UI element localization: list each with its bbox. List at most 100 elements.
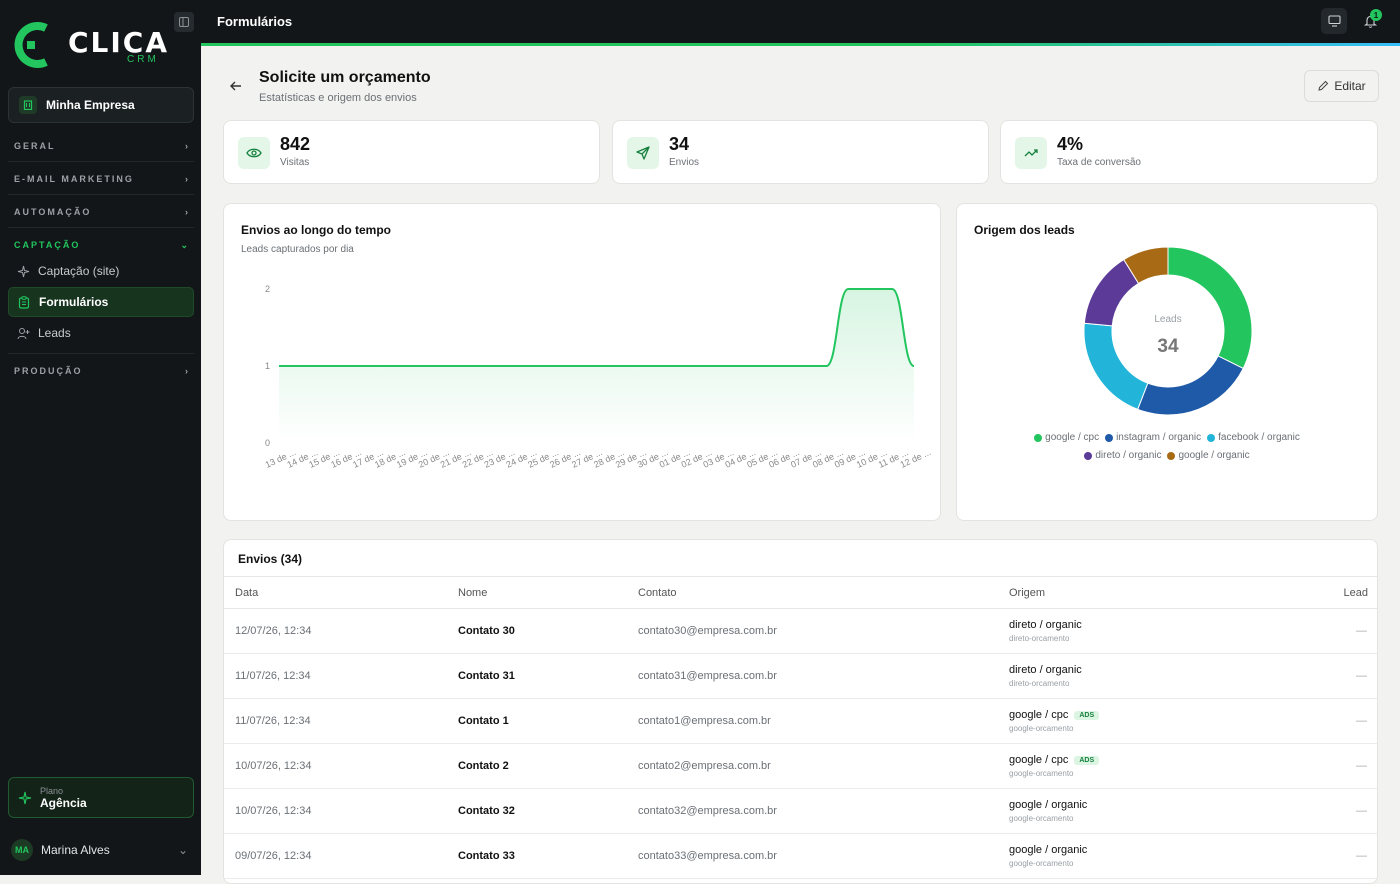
data-point[interactable] <box>672 365 674 367</box>
cell-lead: — <box>1309 833 1377 879</box>
legend-label: google / organic <box>1178 450 1250 461</box>
chevron-down-icon: ⌄ <box>177 843 188 857</box>
legend-item[interactable]: direto / organic <box>1084 448 1161 464</box>
donut-center-label: Leads <box>1154 314 1182 325</box>
table-row[interactable]: 12/07/26, 12:34 Contato 30 contato30@empre… <box>224 608 1377 654</box>
legend-item[interactable]: facebook / organic <box>1207 430 1300 446</box>
display-button[interactable] <box>1321 8 1347 34</box>
user-menu[interactable]: MA Marina Alves ⌄ <box>8 836 194 864</box>
table-row[interactable]: 11/07/26, 12:34 Contato 31 contato31@empre… <box>224 653 1377 699</box>
column-header-lead[interactable]: Lead <box>1309 576 1377 609</box>
data-point[interactable] <box>738 365 740 367</box>
y-tick-label: 1 <box>265 361 270 371</box>
data-point[interactable] <box>869 288 871 290</box>
data-point[interactable] <box>366 365 368 367</box>
cell-origin: direto / organic direto-orcamento <box>1009 653 1309 699</box>
data-point[interactable] <box>497 365 499 367</box>
monitor-icon <box>1327 15 1341 27</box>
company-switcher[interactable]: Minha Empresa <box>8 87 194 123</box>
data-point[interactable] <box>431 365 433 367</box>
sidebar-item-captacao-site[interactable]: Captação (site) <box>8 257 194 285</box>
divider <box>8 161 194 162</box>
table-row[interactable]: 10/07/26, 12:34 Contato 2 contato2@empresa… <box>224 743 1377 789</box>
table-header-row: Data Nome Contato Origem Lead <box>224 576 1377 609</box>
data-point[interactable] <box>278 365 280 367</box>
data-point[interactable] <box>847 288 849 290</box>
cell-date: 10/07/26, 12:34 <box>224 788 458 834</box>
column-header-origem[interactable]: Origem <box>1009 576 1309 609</box>
data-point[interactable] <box>782 365 784 367</box>
data-point[interactable] <box>344 365 346 367</box>
data-point[interactable] <box>409 365 411 367</box>
series-line[interactable] <box>279 288 915 367</box>
table-row[interactable]: 09/07/26, 12:34 Contato 33 contato33@empre… <box>224 833 1377 879</box>
data-point[interactable] <box>891 288 893 290</box>
brand-logo[interactable]: CLICA CRM <box>10 16 167 72</box>
back-button[interactable] <box>228 78 244 94</box>
stat-card-conversao: 4% Taxa de conversão <box>1000 120 1378 184</box>
company-name: Minha Empresa <box>46 98 135 112</box>
data-point[interactable] <box>804 365 806 367</box>
edit-button[interactable]: Editar <box>1304 70 1379 102</box>
y-tick-label: 0 <box>265 438 270 448</box>
nav-section-geral[interactable]: GERAL › <box>14 139 190 153</box>
data-point[interactable] <box>716 365 718 367</box>
data-point[interactable] <box>541 365 543 367</box>
cell-origin: direto / organic direto-orcamento <box>1009 608 1309 654</box>
collapse-sidebar-button[interactable] <box>174 12 194 32</box>
data-point[interactable] <box>606 365 608 367</box>
stat-card-envios: 34 Envios <box>612 120 989 184</box>
cell-lead: — <box>1309 743 1377 789</box>
pie-slice[interactable] <box>1137 355 1244 416</box>
data-point[interactable] <box>519 365 521 367</box>
nav-section-producao[interactable]: PRODUÇÃO › <box>14 364 190 378</box>
sidebar-item-label: Formulários <box>39 295 109 309</box>
divider <box>8 194 194 195</box>
column-header-data[interactable]: Data <box>224 576 458 609</box>
nav-section-captacao[interactable]: CAPTAÇÃO ⌄ <box>14 238 190 252</box>
nav-section-automacao[interactable]: AUTOMAÇÃO › <box>14 205 190 219</box>
notifications-button[interactable]: 1 <box>1357 8 1383 34</box>
sidebar-item-leads[interactable]: Leads <box>8 319 194 347</box>
cell-date: 11/07/26, 12:34 <box>224 698 458 744</box>
data-point[interactable] <box>760 365 762 367</box>
pie-slice[interactable] <box>1123 246 1169 285</box>
sidebar-item-formularios[interactable]: Formulários <box>8 287 194 317</box>
data-point[interactable] <box>300 365 302 367</box>
notification-badge: 1 <box>1370 9 1382 21</box>
data-point[interactable] <box>628 365 630 367</box>
data-point[interactable] <box>585 365 587 367</box>
cell-name: Contato 32 <box>458 788 638 834</box>
data-point[interactable] <box>694 365 696 367</box>
data-point[interactable] <box>387 365 389 367</box>
origem-donut-chart[interactable] <box>957 204 1379 434</box>
stat-value: 4% <box>1057 134 1084 154</box>
legend-swatch <box>1084 452 1093 460</box>
table-row[interactable]: 11/07/26, 12:34 Contato 1 contato1@empresa… <box>224 698 1377 744</box>
legend-item[interactable]: google / cpc <box>1034 430 1099 446</box>
data-point[interactable] <box>475 365 477 367</box>
plan-card[interactable]: Plano Agência <box>8 777 194 818</box>
logo-mark-icon <box>14 22 48 68</box>
data-point[interactable] <box>825 365 827 367</box>
chart-subtitle: Leads capturados por dia <box>241 244 354 255</box>
data-point[interactable] <box>322 365 324 367</box>
legend-item[interactable]: google / organic <box>1167 448 1250 464</box>
data-point[interactable] <box>650 365 652 367</box>
y-tick-label: 2 <box>265 284 270 294</box>
column-header-nome[interactable]: Nome <box>458 576 638 609</box>
cell-contact: contato30@empresa.com.br <box>638 608 1009 654</box>
cell-origin: google / organic google-orcamento <box>1009 833 1309 879</box>
nav-section-email-marketing[interactable]: E-MAIL MARKETING › <box>14 172 190 186</box>
envios-chart-card: Envios ao longo do tempo Leads capturado… <box>223 203 941 521</box>
data-point[interactable] <box>563 365 565 367</box>
data-point[interactable] <box>913 365 915 367</box>
data-point[interactable] <box>453 365 455 367</box>
cell-origin: google / organic google-orcamento <box>1009 788 1309 834</box>
table-row[interactable]: 10/07/26, 12:34 Contato 32 contato32@empre… <box>224 788 1377 834</box>
accent-bar <box>201 43 1400 46</box>
column-header-contato[interactable]: Contato <box>638 576 1009 609</box>
legend-item[interactable]: instagram / organic <box>1105 430 1201 446</box>
origin-form: google-orcamento <box>1009 769 1074 778</box>
